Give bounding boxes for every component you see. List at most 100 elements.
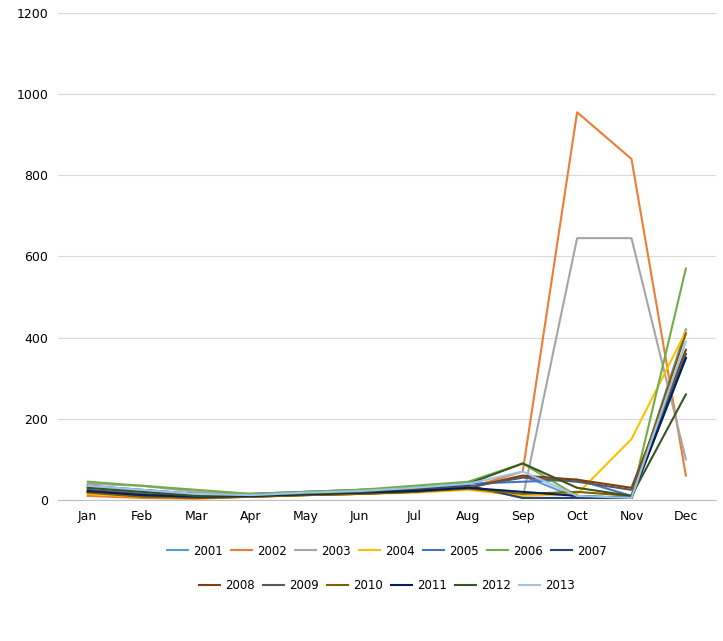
2013 [627,494,636,502]
2001 [573,494,581,502]
2009 [410,487,419,495]
2011 [247,492,255,500]
2007 [138,486,147,494]
2002 [83,492,92,500]
2010 [627,492,636,500]
2010 [518,490,527,498]
2009 [682,350,690,358]
2008 [627,484,636,492]
2012 [518,460,527,467]
2006 [301,488,309,495]
2011 [627,494,636,502]
2009 [573,478,581,486]
2004 [83,490,92,498]
Line: 2012: 2012 [87,394,686,496]
2007 [301,490,309,498]
2005 [627,492,636,500]
2009 [355,489,364,497]
2002 [627,155,636,163]
2003 [573,235,581,242]
2001 [464,484,473,492]
2012 [138,488,147,495]
2010 [138,493,147,501]
2010 [355,490,364,498]
2001 [518,472,527,479]
2010 [464,485,473,492]
2005 [192,492,201,500]
Line: 2008: 2008 [87,350,686,498]
2012 [301,490,309,497]
2005 [410,484,419,492]
2009 [464,483,473,491]
2012 [464,480,473,488]
2004 [573,490,581,498]
2010 [83,489,92,497]
2004 [355,490,364,498]
Line: 2007: 2007 [87,358,686,498]
2002 [247,493,255,501]
2001 [301,490,309,498]
2011 [192,493,201,501]
2008 [410,488,419,495]
2010 [682,329,690,337]
2013 [138,486,147,494]
2007 [355,488,364,495]
2009 [247,492,255,500]
2011 [83,487,92,495]
2011 [355,489,364,497]
2009 [518,474,527,481]
2006 [138,482,147,490]
2008 [464,484,473,492]
2003 [247,490,255,498]
2001 [355,488,364,495]
2003 [301,488,309,495]
2003 [518,494,527,502]
2002 [682,472,690,479]
2005 [355,486,364,494]
2008 [682,346,690,354]
2011 [301,490,309,498]
2006 [464,478,473,486]
Legend: 2008, 2009, 2010, 2011, 2012, 2013: 2008, 2009, 2010, 2011, 2012, 2013 [194,574,579,596]
2004 [464,486,473,494]
Line: 2011: 2011 [87,358,686,498]
2005 [518,478,527,486]
2010 [247,493,255,501]
2006 [518,460,527,467]
2011 [464,484,473,492]
2013 [573,492,581,500]
2003 [355,486,364,494]
Line: 2009: 2009 [87,354,686,497]
2002 [410,488,419,495]
2009 [83,486,92,494]
2008 [355,490,364,498]
2005 [464,480,473,488]
2005 [682,350,690,358]
2002 [464,484,473,492]
Line: 2004: 2004 [87,331,686,498]
2012 [83,484,92,492]
2012 [573,484,581,492]
2008 [83,488,92,495]
2003 [410,484,419,492]
2008 [247,493,255,501]
Line: 2010: 2010 [87,333,686,498]
2004 [627,435,636,443]
2004 [410,489,419,497]
2007 [410,486,419,494]
2012 [410,485,419,492]
2013 [247,491,255,499]
2004 [138,493,147,501]
2004 [301,491,309,499]
2010 [410,488,419,495]
2013 [83,482,92,490]
2007 [464,482,473,490]
2013 [301,489,309,497]
2011 [138,491,147,499]
2009 [138,490,147,498]
2005 [573,476,581,483]
2003 [464,482,473,490]
2006 [627,494,636,502]
2010 [192,494,201,502]
2006 [573,492,581,500]
